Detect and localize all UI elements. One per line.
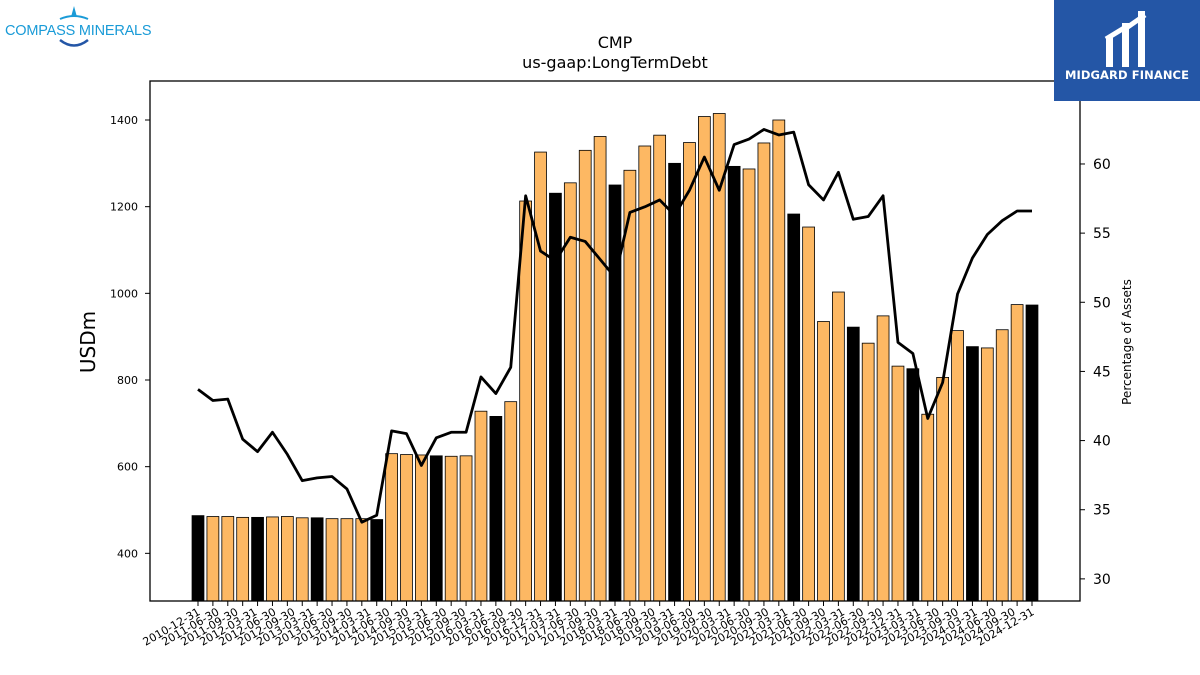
bar xyxy=(578,149,592,602)
bar-group xyxy=(191,113,1039,602)
bar xyxy=(802,226,815,602)
bar xyxy=(1010,304,1024,602)
bar xyxy=(280,516,294,602)
bar xyxy=(489,415,503,602)
bar xyxy=(534,151,547,602)
y2-axis-label: Percentage of Assets xyxy=(1120,279,1134,405)
bar xyxy=(608,184,622,602)
bar xyxy=(757,142,771,602)
y2-tick-label: 55 xyxy=(1093,226,1111,242)
bar xyxy=(698,116,711,602)
bar xyxy=(355,518,369,602)
bar xyxy=(727,165,741,602)
y-tick-label: 1400 xyxy=(110,114,138,127)
bar xyxy=(906,368,920,602)
bar xyxy=(936,376,950,602)
x-axis: 2010-12-312011-06-302011-09-302012-03-31… xyxy=(141,601,1037,649)
bar xyxy=(995,329,1009,602)
bar xyxy=(787,213,801,602)
bar xyxy=(415,454,428,602)
bar xyxy=(742,168,756,602)
bar xyxy=(683,142,696,602)
bar xyxy=(251,516,264,602)
midgard-icon xyxy=(1104,11,1147,67)
y-axis-left: 400 600 800 1000 1200 1400 xyxy=(110,114,150,560)
bar xyxy=(966,346,979,602)
left-logo-text: COMPASS MINERALS xyxy=(5,23,152,39)
y2-tick-label: 60 xyxy=(1093,157,1111,173)
bar xyxy=(876,315,890,602)
bar xyxy=(951,330,964,602)
bar xyxy=(266,516,279,602)
y-axis-label: USDm xyxy=(76,311,100,373)
bar xyxy=(638,145,652,602)
y-tick-label: 1200 xyxy=(110,201,138,214)
y-tick-label: 400 xyxy=(117,547,138,560)
bar xyxy=(221,516,235,602)
bar xyxy=(474,410,488,602)
bar xyxy=(295,517,309,602)
y-tick-label: 600 xyxy=(117,461,138,474)
bar xyxy=(385,453,398,602)
bar xyxy=(519,200,533,602)
line-group xyxy=(197,127,1032,524)
y-tick-label: 800 xyxy=(117,374,138,387)
bar xyxy=(921,413,935,602)
y2-tick-label: 35 xyxy=(1093,503,1111,519)
bar xyxy=(593,136,607,602)
bar xyxy=(772,119,786,602)
bar xyxy=(668,162,681,602)
chart-title: CMP xyxy=(598,33,633,52)
bar xyxy=(429,455,443,602)
y-axis-right: 30 35 40 45 50 55 60 xyxy=(1080,157,1111,588)
bar xyxy=(370,519,384,602)
bar xyxy=(980,347,994,602)
chart-subtitle: us-gaap:LongTermDebt xyxy=(522,53,708,72)
bar xyxy=(846,326,860,602)
bar xyxy=(817,321,830,602)
y2-tick-label: 40 xyxy=(1093,434,1111,450)
bar xyxy=(400,454,413,602)
y-tick-label: 1000 xyxy=(110,287,138,300)
bar xyxy=(891,365,905,602)
y2-tick-label: 30 xyxy=(1093,572,1111,588)
y2-tick-label: 50 xyxy=(1093,295,1111,311)
bar xyxy=(340,518,354,602)
bar xyxy=(444,455,458,602)
midgard-finance-logo: MIDGARD FINANCE xyxy=(1054,0,1200,101)
bar xyxy=(504,401,518,602)
bar xyxy=(191,515,205,602)
y2-tick-label: 45 xyxy=(1093,364,1111,380)
compass-minerals-logo: COMPASS MINERALS xyxy=(4,6,152,52)
bar xyxy=(832,291,845,602)
bar xyxy=(1025,304,1039,602)
bar xyxy=(861,342,875,602)
right-logo-text: MIDGARD FINANCE xyxy=(1064,68,1190,82)
bar xyxy=(310,517,324,602)
percentage-line xyxy=(197,127,1032,524)
bar xyxy=(236,516,250,602)
bar xyxy=(206,516,220,602)
bar xyxy=(459,455,473,602)
bar xyxy=(325,518,339,602)
compass-icon xyxy=(59,6,89,47)
